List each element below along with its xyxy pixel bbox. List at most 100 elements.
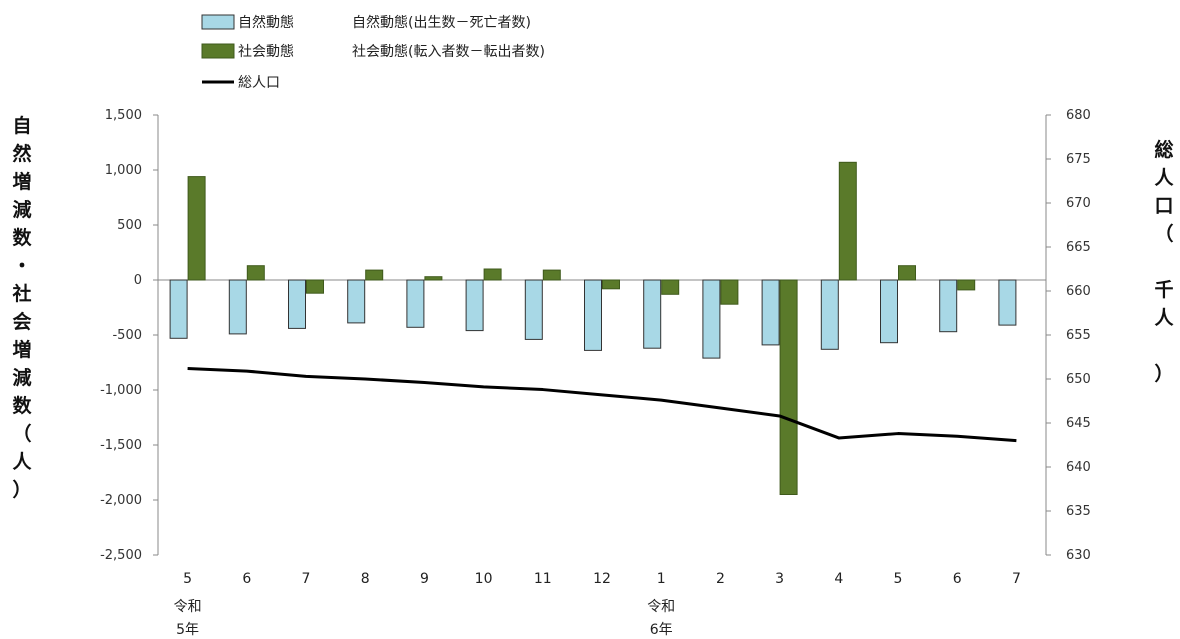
right-axis-title-char: （ [1154,222,1173,245]
left-axis-title-char: ） [12,478,31,501]
legend-label: 総人口 [238,75,280,91]
category-label: 6 [953,571,962,587]
natural-change-bar [465,279,484,332]
social-change-bar [779,279,798,495]
right-tick-label: 660 [1066,284,1091,299]
category-label: 12 [593,571,611,587]
left-tick-label: 0 [134,273,142,288]
category-label: 6 [242,571,251,587]
social-change-bar [246,265,265,281]
right-axis-title-char: ） [1154,362,1173,385]
natural-change-bar [820,279,839,350]
category-label: 9 [420,571,429,587]
category-label: 1 [657,571,666,587]
social-change-bar [424,276,443,281]
natural-change-bar [406,279,425,328]
legend-swatch [201,43,235,59]
social-change-bar [957,279,976,291]
right-axis-title: 総人口（ 千人 ） [1154,138,1174,385]
right-axis-title-char: 人 [1154,167,1174,189]
left-tick-label: -1,000 [100,383,142,398]
natural-change-bar [288,279,306,329]
right-axis-title-char [1154,335,1173,357]
left-tick-label: -2,500 [100,548,142,563]
bars [158,161,1046,495]
category-label: 10 [475,571,493,587]
category-label: 3 [775,571,784,587]
category-label: 5 [894,571,903,587]
category-label: 7 [302,571,311,587]
left-axis-title-char: ・ [12,255,31,277]
natural-change-bar [998,279,1017,326]
right-tick-label: 645 [1066,416,1091,431]
social-change-bar [661,279,680,295]
era-label: 令和 [647,599,675,615]
right-axis: 680 675 670 665 660 655 650 645 640 635 630 [1045,108,1091,563]
left-axis-title-char: 数 [12,226,32,249]
natural-change-bar [880,279,898,344]
category-label: 11 [534,571,552,587]
left-axis-title-char: 然 [12,142,31,165]
left-tick-label: -1,500 [100,438,142,453]
category-label: 2 [716,571,725,587]
era-year-label: 5年 [176,622,199,638]
right-tick-label: 680 [1066,108,1091,123]
right-axis-title-char: 総 [1154,138,1173,161]
category-label: 8 [361,571,370,587]
social-change-bar [898,265,916,281]
natural-change-bar [761,279,780,346]
right-tick-label: 655 [1066,328,1091,343]
total-population-line [187,366,1017,443]
natural-change-bar [939,279,958,333]
legend-label: 社会動態 [238,44,294,60]
left-tick-label: 500 [117,218,142,233]
category-label: 5 [183,571,192,587]
right-tick-label: 675 [1066,152,1091,167]
left-tick-label: -500 [112,328,142,343]
social-change-bar [720,279,739,305]
legend-swatch [201,14,235,30]
social-change-bar [483,268,502,281]
left-tick-label: -2,000 [100,493,142,508]
right-tick-label: 670 [1066,196,1091,211]
left-axis-title-char: 数 [12,394,32,417]
left-axis: 1,500 1,000 500 0 -500 -1,000 -1,500 -2,000 -2,5… [100,108,159,563]
natural-change-bar [643,279,662,349]
legend-description: 社会動態(転入者数－転出者数) [352,44,545,60]
left-axis-title-char: （ [12,422,31,445]
social-change-bar [187,176,206,281]
social-change-bar [602,279,620,290]
left-axis-title-char: 人 [12,451,32,473]
legend: 自然動態 自然動態(出生数－死亡者数) 社会動態 社会動態(転入者数－転出者数) 総人口 [201,14,545,91]
category-label: 7 [1012,571,1021,587]
legend-label: 自然動態 [238,14,294,31]
category-label: 4 [834,571,843,587]
era-label: 令和 [174,599,202,615]
left-axis-title-char: 会 [12,310,31,333]
right-tick-label: 640 [1066,460,1091,475]
right-axis-title-char [1154,251,1173,273]
right-axis-title-char: 人 [1154,307,1174,329]
social-change-bar [365,269,384,281]
natural-change-bar [347,279,366,324]
right-tick-label: 635 [1066,504,1091,519]
era-year-label: 6年 [650,622,673,638]
right-tick-label: 630 [1066,548,1091,563]
natural-change-bar [702,279,721,359]
left-axis-title-char: 増 [12,170,31,193]
left-axis-title-char: 増 [12,338,31,361]
left-axis-title-char: 自 [12,114,31,137]
natural-change-bar [524,279,543,340]
left-tick-label: 1,000 [105,163,142,178]
natural-change-bar [584,279,602,351]
natural-change-bar [228,279,247,335]
natural-change-bar [169,279,188,339]
legend-description: 自然動態(出生数－死亡者数) [352,14,531,31]
left-axis-title-char: 減 [12,366,31,389]
right-axis-title-char: 口 [1154,195,1173,217]
left-axis-title-char: 社 [11,282,31,305]
right-tick-label: 650 [1066,372,1091,387]
